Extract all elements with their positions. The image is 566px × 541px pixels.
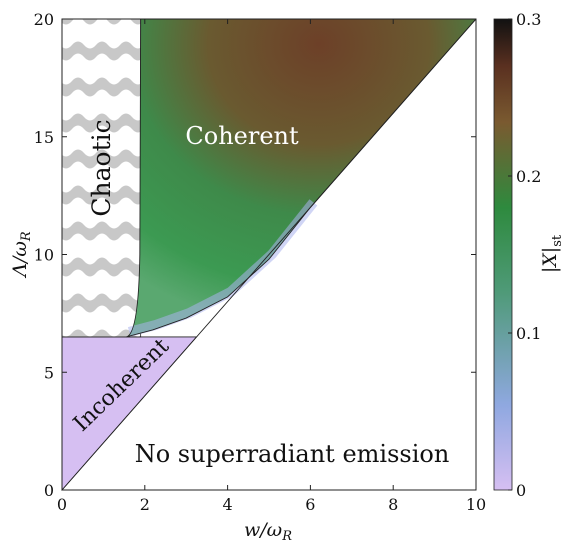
- coherent-label: Coherent: [185, 122, 299, 150]
- y-axis-ticks: 0 5 10 15 20: [34, 10, 476, 500]
- coherent-boundary: [125, 18, 477, 338]
- colorbar-tick-label: 0: [516, 481, 526, 500]
- colorbar-tick-label: 0.1: [516, 324, 541, 343]
- y-tick-label: 5: [44, 363, 54, 382]
- chaotic-region: [61, 18, 142, 338]
- x-tick-label: 4: [223, 495, 233, 514]
- colorbar-ticks: 0 0.1 0.2 0.3: [508, 10, 541, 500]
- y-tick-label: 0: [44, 481, 54, 500]
- y-axis-label: Λ/ωR: [9, 231, 34, 279]
- x-tick-label: 10: [466, 495, 486, 514]
- y-tick-label: 10: [34, 246, 54, 265]
- colorbar-label: |X|st: [539, 234, 565, 273]
- coherent-region: [126, 19, 477, 337]
- colorbar-tick-label: 0.3: [516, 10, 541, 29]
- colorbar: [493, 18, 513, 491]
- chaotic-label: Chaotic: [87, 119, 116, 216]
- y-tick-label: 20: [34, 10, 54, 29]
- colorbar-tick-label: 0.2: [516, 167, 541, 186]
- x-tick-label: 0: [57, 495, 67, 514]
- diagonal-boundary: [61, 18, 477, 491]
- coherent-edge-shading: [127, 199, 318, 337]
- x-tick-label: 6: [305, 495, 315, 514]
- x-tick-label: 2: [140, 495, 150, 514]
- x-tick-label: 8: [388, 495, 398, 514]
- no-emission-label: No superradiant emission: [135, 440, 450, 468]
- y-tick-label: 15: [34, 128, 54, 147]
- x-axis-label: w/ωR: [244, 519, 292, 541]
- x-axis-ticks: 0 2 4 6 8 10: [57, 19, 486, 514]
